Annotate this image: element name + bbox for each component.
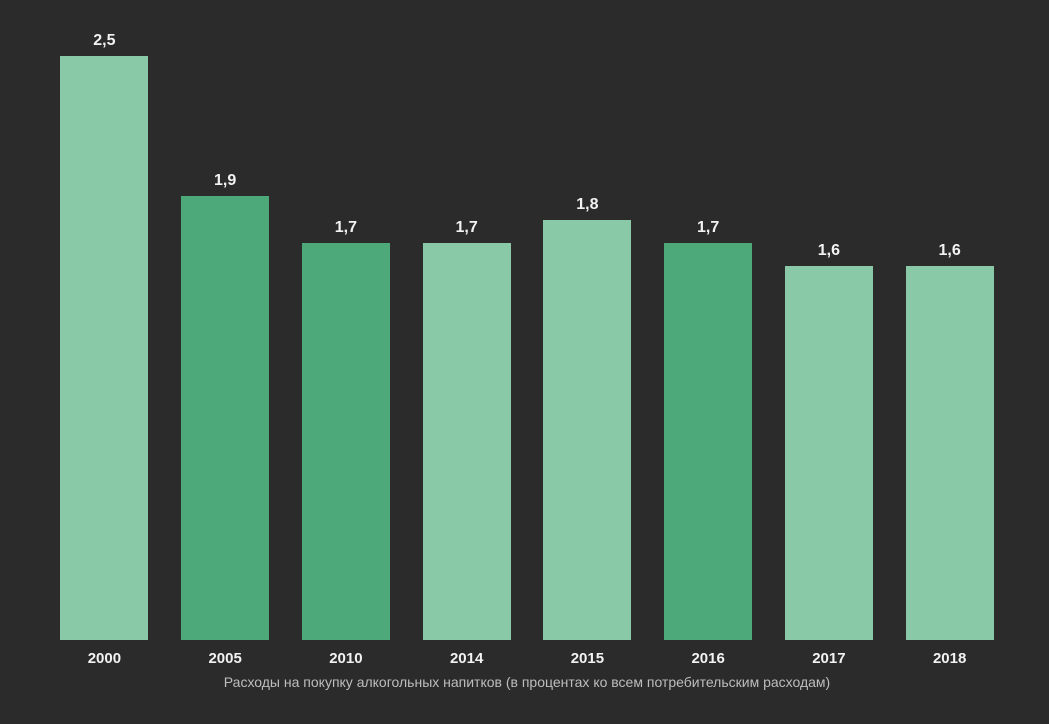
bar-value-label: 1,6 [939, 242, 961, 260]
x-tick-label: 2017 [769, 650, 889, 667]
bar-rect [664, 243, 752, 640]
bar-group: 1,7 [286, 30, 406, 640]
chart-caption: Расходы на покупку алкогольных напитков … [44, 674, 1010, 690]
bar-group: 1,6 [769, 30, 889, 640]
x-tick-label: 2015 [527, 650, 647, 667]
bar-group: 1,8 [527, 30, 647, 640]
bar-group: 2,5 [44, 30, 164, 640]
x-tick-label: 2000 [44, 650, 164, 667]
bar-value-label: 2,5 [93, 32, 115, 50]
bar-value-label: 1,7 [335, 219, 357, 237]
bar-value-label: 1,6 [818, 242, 840, 260]
bar-value-label: 1,7 [697, 219, 719, 237]
bar-rect [302, 243, 390, 640]
x-tick-label: 2014 [407, 650, 527, 667]
x-tick-label: 2010 [286, 650, 406, 667]
plot-area: 2,5 1,9 1,7 1,7 1,8 1,7 1,6 1,6 [44, 30, 1010, 640]
bar-rect [543, 220, 631, 640]
bar-rect [906, 266, 994, 640]
bar-rect [60, 56, 148, 640]
bar-group: 1,9 [165, 30, 285, 640]
bar-rect [181, 196, 269, 640]
bar-chart: 2,51,91,71,71,81,71,61,6 200020052010201… [0, 0, 1049, 724]
bar-value-label: 1,7 [456, 219, 478, 237]
bar-group: 1,6 [890, 30, 1010, 640]
bar-group: 1,7 [648, 30, 768, 640]
x-axis: 20002005201020142015201620172018 [44, 650, 1010, 667]
bar-value-label: 1,9 [214, 172, 236, 190]
x-tick-label: 2016 [648, 650, 768, 667]
x-tick-label: 2005 [165, 650, 285, 667]
x-tick-label: 2018 [890, 650, 1010, 667]
bar-group: 1,7 [407, 30, 527, 640]
bar-value-label: 1,8 [576, 196, 598, 214]
bar-rect [785, 266, 873, 640]
bar-rect [423, 243, 511, 640]
